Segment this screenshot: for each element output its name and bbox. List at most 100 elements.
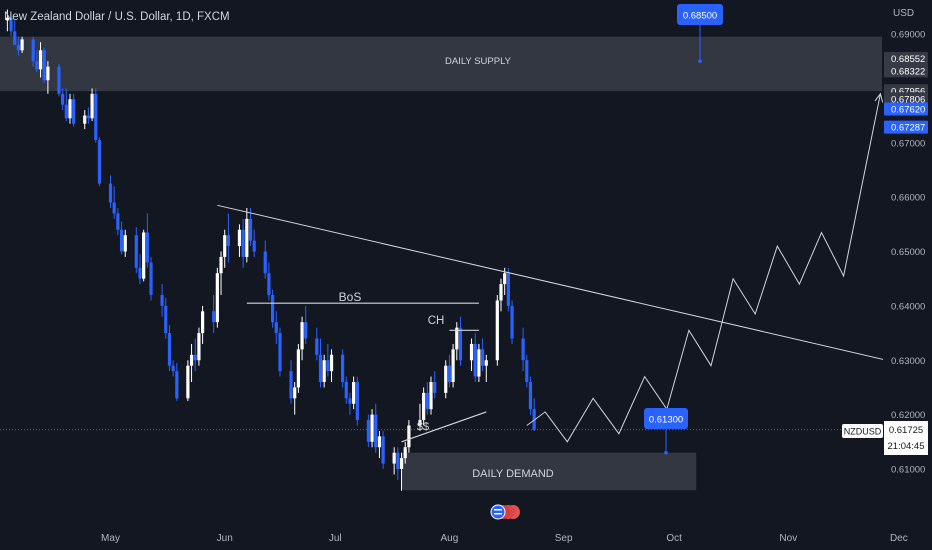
candle-body — [499, 284, 503, 301]
candle — [57, 63, 61, 97]
candle — [167, 324, 172, 372]
target-high-point — [698, 59, 702, 63]
candle-body — [444, 365, 448, 393]
candle — [138, 254, 142, 285]
candle — [315, 327, 319, 361]
candle-body — [392, 452, 396, 464]
candle — [433, 371, 437, 399]
currency-label: USD — [893, 8, 914, 19]
candle-body — [142, 232, 146, 279]
candle — [145, 213, 149, 268]
candle — [5, 9, 9, 32]
candle-body — [215, 273, 219, 323]
candle — [289, 360, 293, 404]
candle — [392, 447, 396, 475]
candle-body — [318, 354, 323, 382]
candle-body — [528, 382, 533, 410]
candle-body — [197, 333, 201, 361]
candle-body — [407, 425, 411, 448]
target-low-callout[interactable]: 0.61300 — [644, 408, 688, 429]
events-icon[interactable] — [490, 504, 520, 520]
candle-body — [370, 414, 374, 442]
candle — [108, 175, 113, 208]
candle-body — [201, 311, 205, 334]
candle — [164, 297, 168, 339]
candle-body — [418, 420, 422, 426]
candle-body — [212, 311, 216, 323]
candle-body — [352, 382, 356, 404]
price-tick-label: 0.66000 — [891, 193, 925, 204]
price-axis: 0.690000.680000.670000.660000.650000.640… — [883, 0, 932, 550]
chart-title: New Zealand Dollar / U.S. Dollar, 1D, FX… — [4, 11, 230, 23]
candle-body — [355, 382, 359, 421]
candle-body — [274, 322, 278, 334]
target-high-callout[interactable]: 0.68500 — [677, 4, 723, 25]
candle-body — [193, 354, 197, 361]
candle-body — [458, 327, 463, 361]
candle — [123, 229, 127, 257]
candle — [510, 300, 514, 344]
candle-body — [160, 295, 164, 306]
candle — [116, 208, 120, 236]
candle — [399, 452, 404, 491]
candle — [226, 213, 230, 263]
candle — [134, 227, 138, 274]
candle-body — [171, 365, 175, 372]
candle-body — [108, 183, 113, 203]
candle — [97, 137, 102, 187]
candle — [444, 360, 448, 399]
candle — [219, 251, 223, 295]
candle-body — [433, 382, 437, 393]
candle-body — [237, 229, 242, 247]
daily-demand-zone[interactable] — [401, 452, 697, 491]
price-tick-label: 0.63000 — [891, 356, 925, 367]
candle — [252, 229, 256, 257]
daily-supply-zone[interactable] — [0, 36, 882, 92]
candle — [484, 354, 488, 382]
candle-body — [377, 436, 382, 448]
candle-body — [42, 50, 46, 81]
price-tag-box — [884, 64, 928, 78]
countdown-label: 21:04:45 — [888, 441, 925, 452]
candle-body — [348, 398, 352, 404]
candle — [64, 88, 68, 121]
candle-body — [90, 93, 94, 119]
candle — [340, 349, 345, 388]
candle — [241, 218, 245, 268]
candle — [521, 327, 525, 372]
price-tag: 0.68552 — [884, 51, 928, 65]
price-tag: 0.67806 — [884, 92, 928, 106]
candle — [506, 267, 510, 312]
candle-body — [226, 235, 230, 247]
candle-body — [164, 305, 168, 334]
candle — [322, 354, 326, 388]
candle — [248, 208, 253, 247]
candle-body — [83, 115, 87, 124]
candle — [201, 305, 205, 344]
price-tick-label: 0.61000 — [891, 465, 925, 476]
candle — [186, 360, 190, 402]
candle-body — [480, 349, 485, 366]
candle-body — [469, 343, 474, 361]
candle-body — [112, 202, 116, 214]
candle — [503, 267, 507, 295]
candle-body — [422, 392, 426, 421]
candle — [429, 376, 433, 415]
candle — [94, 88, 98, 143]
candle-body — [289, 371, 293, 399]
candle — [142, 229, 146, 282]
candle — [495, 295, 499, 366]
descending-trendline[interactable] — [217, 204, 899, 364]
candle-body — [521, 338, 525, 361]
candle — [403, 441, 407, 464]
liquidity-line[interactable] — [401, 411, 487, 443]
candle — [425, 382, 429, 415]
time-tick-label: Sep — [555, 533, 573, 544]
candle-body — [315, 338, 319, 355]
candle — [355, 376, 359, 426]
projected-path[interactable] — [526, 93, 881, 443]
candle-body — [296, 349, 300, 388]
candle — [189, 343, 194, 382]
